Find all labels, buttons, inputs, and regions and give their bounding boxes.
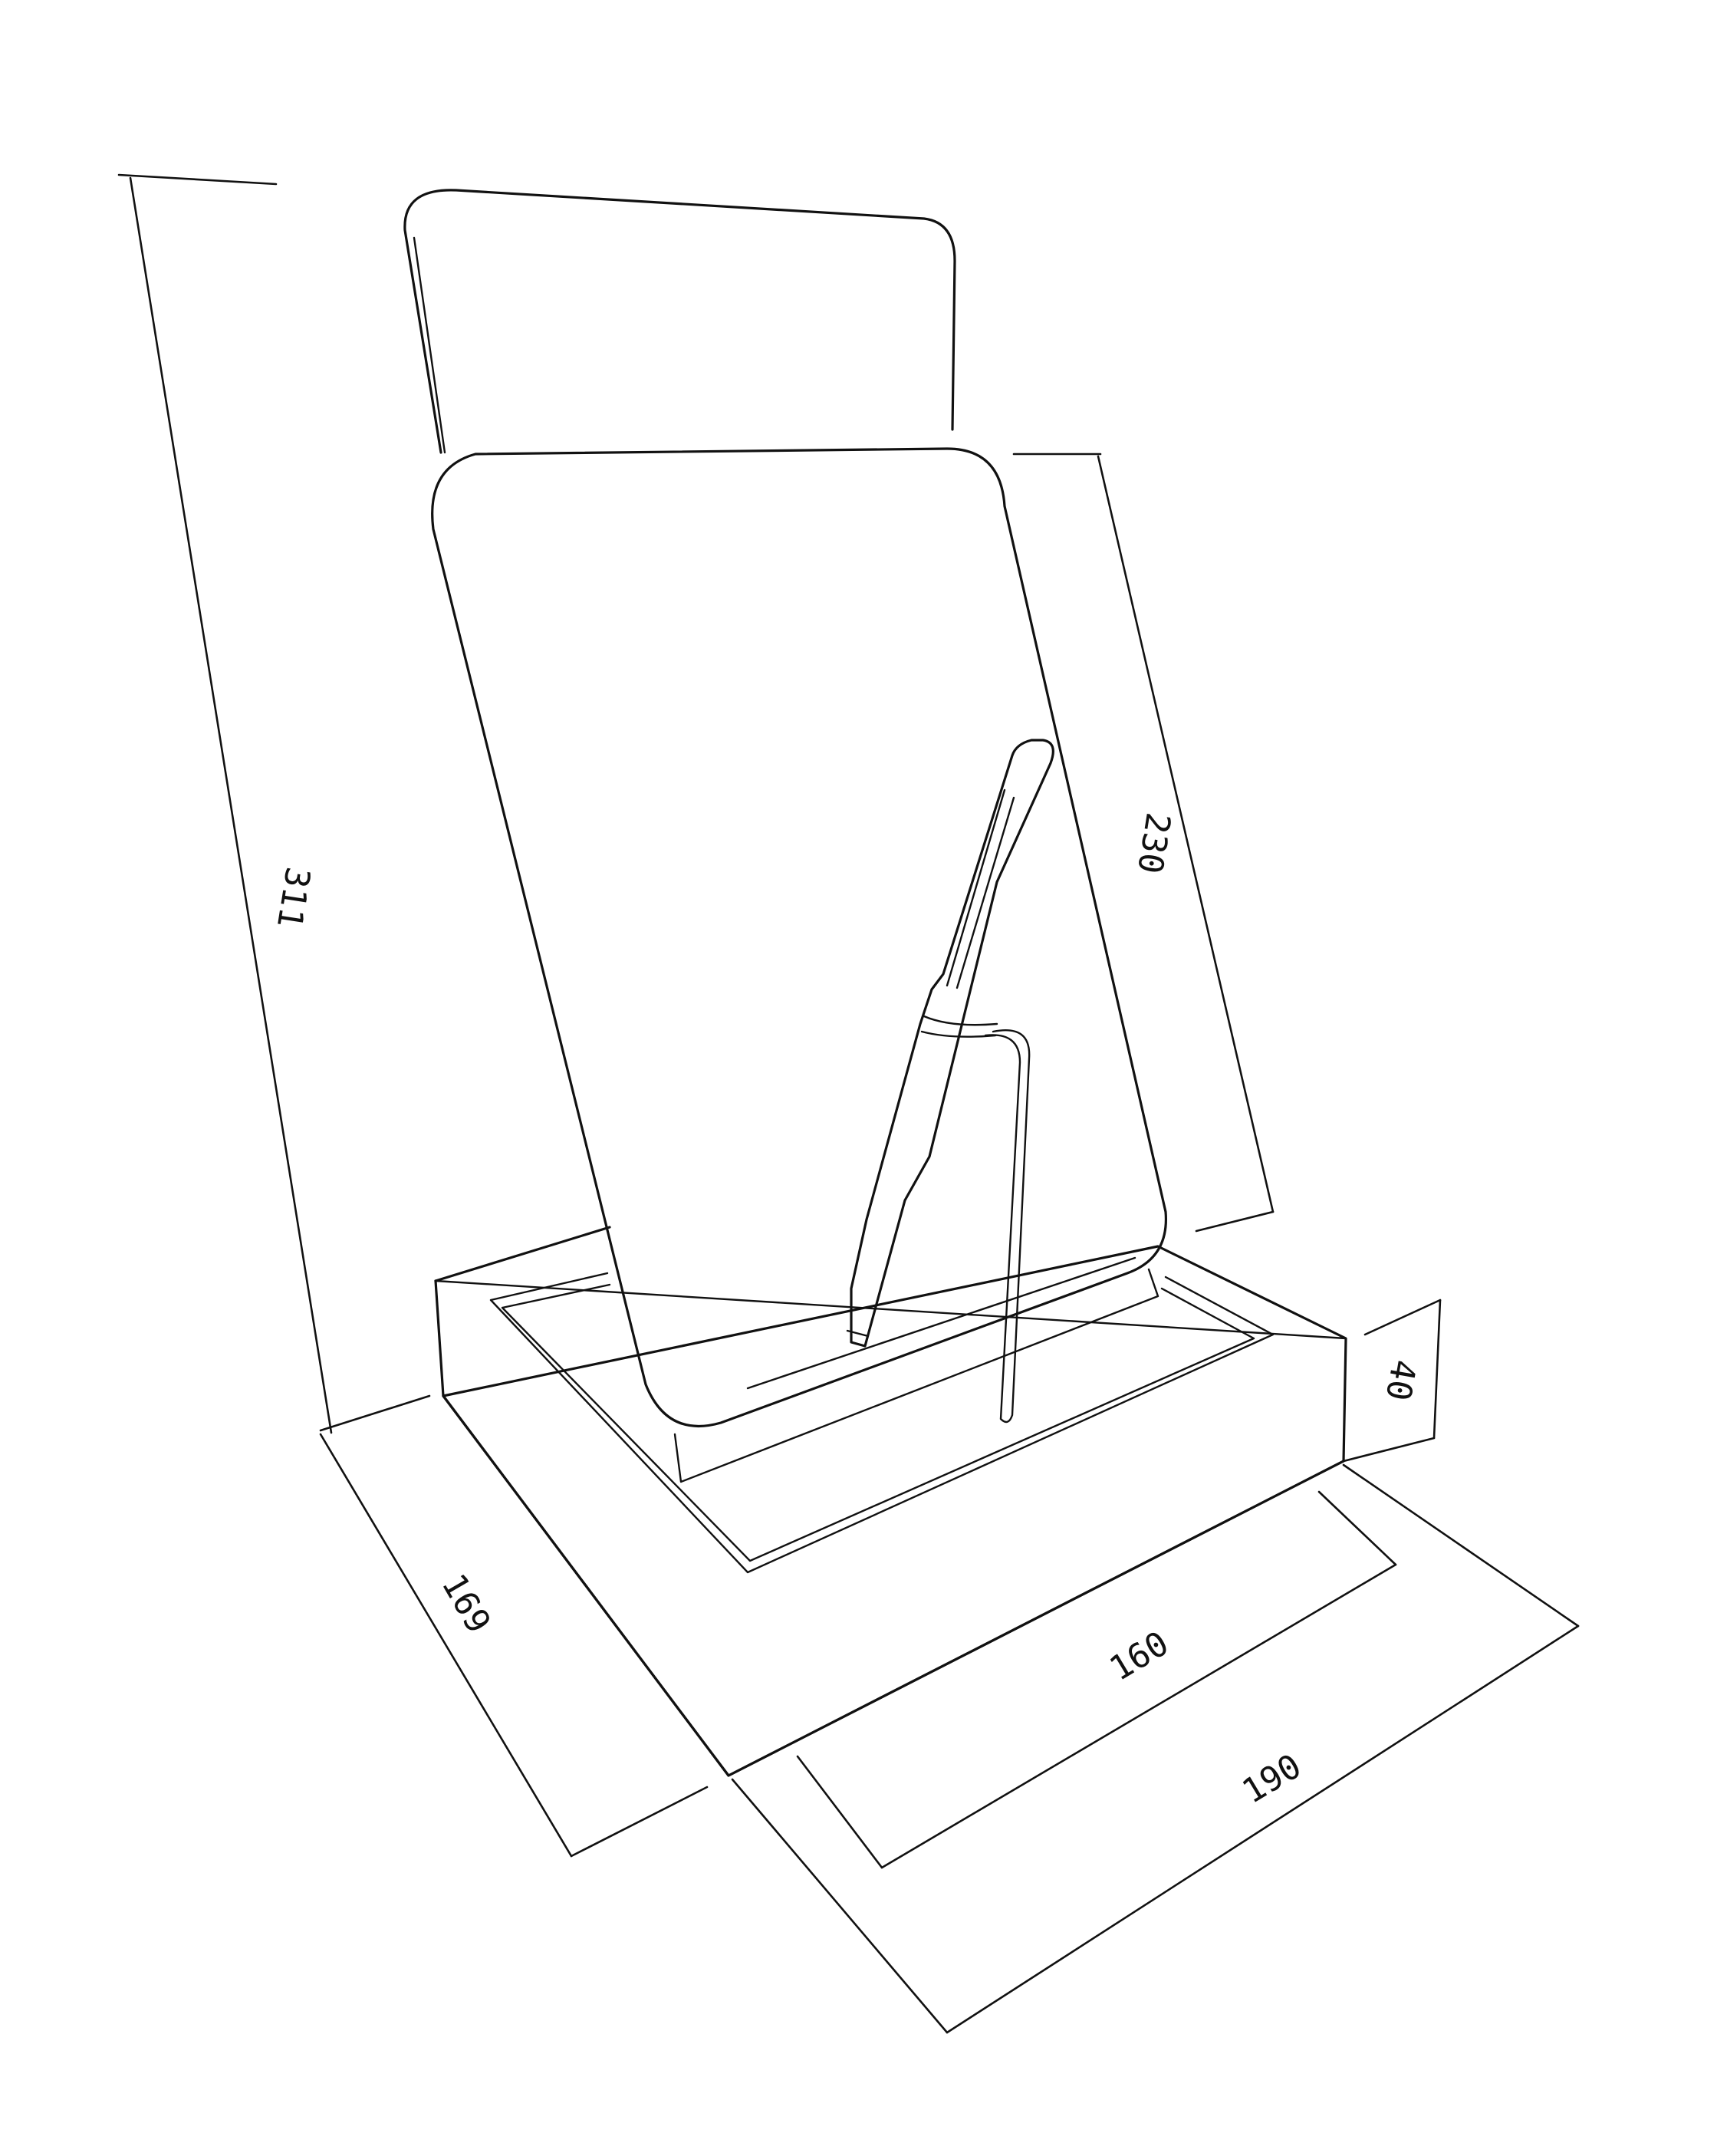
pen-body	[850, 739, 1054, 1348]
base-inner-tray	[489, 1272, 1275, 1574]
dimension-base-depth: 169	[319, 1433, 709, 1858]
front-panel-slot	[673, 1268, 1159, 1483]
base-inner-tray-rim	[501, 1283, 1255, 1562]
rear-panel-outline	[403, 189, 956, 454]
pen-clip	[946, 788, 1015, 989]
dimension-inner-width: 160	[796, 1490, 1397, 1869]
dimension-total-height: 311	[117, 173, 431, 1434]
dimension-base-height: 40	[1342, 1299, 1442, 1463]
dimension-label-311: 311	[269, 864, 317, 930]
dimension-label-169: 169	[434, 1568, 498, 1640]
dimension-base-width: 190	[731, 1463, 1580, 2034]
dimension-panel-height: 230	[1012, 453, 1275, 1233]
dimension-label-230: 230	[1130, 810, 1178, 876]
dimension-label-40: 40	[1378, 1357, 1423, 1404]
base-bottom-edge	[442, 1394, 1345, 1777]
base-top-front	[434, 1279, 1347, 1340]
front-panel-outline	[431, 447, 1168, 1427]
dimension-label-160: 160	[1103, 1624, 1175, 1689]
pen-tip-band	[846, 1329, 870, 1338]
rear-panel-edge	[413, 236, 446, 454]
front-panel-base-line	[746, 1256, 1136, 1390]
base-left-side	[434, 1279, 445, 1397]
pen-holder-wire	[984, 1029, 1031, 1424]
dimension-label-190: 190	[1235, 1746, 1307, 1812]
